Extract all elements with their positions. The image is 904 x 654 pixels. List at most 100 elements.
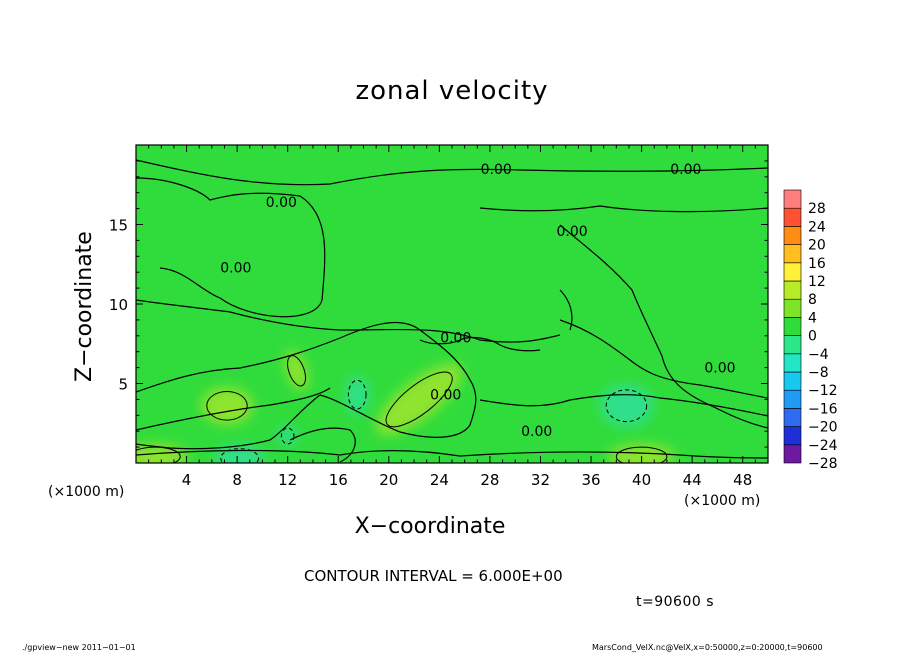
colorbar-label-2: 20 [808,238,826,254]
colorbar-swatch-8 [783,298,802,318]
zero-contour-13 [559,289,573,331]
zero-contour-14 [419,336,541,352]
zero-contour-11 [136,449,768,459]
zero-contour-2 [479,205,768,213]
zero-contour-7 [319,329,477,438]
x-tick-label-8: 36 [581,471,600,489]
negative-contour-5 [605,389,648,423]
x-tick-label-9: 40 [632,471,651,489]
colorbar-swatch-14 [783,189,802,209]
colorbar-label-13: −24 [808,438,838,454]
zero-contour-9 [136,387,331,431]
x-tick-label-3: 16 [329,471,348,489]
x-tick-label-1: 8 [232,471,242,489]
positive-contour-1 [206,390,248,421]
y-axis-label: Z−coordinate [72,231,97,382]
x-tick-label-10: 44 [683,471,702,489]
contour-interval-note: CONTOUR INTERVAL = 6.000E+00 [304,567,563,585]
time-stamp: t=90600 s [636,594,714,610]
colorbar-swatch-6 [783,335,802,355]
zero-contour-3 [559,224,768,429]
colorbar-label-10: −12 [808,383,838,399]
colorbar-label-12: −20 [808,420,838,436]
colorbar-swatch-5 [783,353,802,373]
footer-program: ./gpview−new 2011−01−01 [22,643,136,652]
zero-contour-0 [136,159,768,186]
contour-label-1: 0.00 [670,162,701,178]
x-tick-label-0: 4 [182,471,192,489]
y-tick-label-2: 15 [109,217,128,235]
zero-contour-4 [136,299,561,343]
colorbar-label-9: −8 [808,365,829,381]
negative-contour-8 [280,427,295,445]
colorbar-swatch-4 [783,371,802,391]
contour-label-3: 0.00 [556,224,587,240]
colorbar-label-8: −4 [808,347,829,363]
y-tick-label-0: 5 [118,376,128,394]
field-anomaly-0 [376,363,463,435]
zero-contour-1 [136,177,326,318]
colorbar-swatch-13 [783,207,802,227]
x-axis-label: X−coordinate [354,514,506,539]
contour-label-4: 0.00 [220,260,251,276]
field-anomaly-1 [200,387,254,425]
colorbar-swatch-11 [783,244,802,264]
field-anomaly-5 [600,385,653,427]
contour-label-2: 0.00 [266,195,297,211]
colorbar-swatch-7 [783,317,802,336]
colorbar-label-14: −28 [808,456,838,472]
y-tick-label-1: 10 [109,296,128,314]
x-unit-label-right: (×1000 m) [684,493,761,509]
positive-contour-2 [287,355,306,387]
negative-contour-6 [220,448,260,463]
colorbar-label-11: −16 [808,401,838,417]
contour-label-5: 0.00 [440,330,471,346]
colorbar-swatch-3 [783,389,802,409]
colorbar-label-6: 4 [808,310,817,326]
x-tick-label-2: 12 [278,471,297,489]
x-tick-label-7: 32 [531,471,550,489]
contour-label-8: 0.00 [521,424,552,440]
x-tick-label-6: 28 [480,471,499,489]
contour-labels: 0.00 0.00 0.00 0.00 0.00 0.00 0.00 0.00 0.00 [220,162,735,440]
zero-contour-5 [559,319,768,399]
x-tick-label-4: 20 [379,471,398,489]
footer-source: MarsCond_VelX.nc@VelX,x=0:50000,z=0:2000… [592,643,823,652]
contour-label-6: 0.00 [704,361,735,377]
zero-contour-6 [136,321,421,393]
positive-contour-0 [385,371,453,428]
y-axis: 5 10 15 [109,160,768,448]
colorbar-label-4: 12 [808,274,826,290]
zero-contour-8 [136,394,321,450]
colorbar-swatch-1 [783,426,802,446]
colorbar-label-0: 28 [808,201,826,217]
field-anomaly-7 [345,376,369,414]
x-axis: 4 8 12 16 20 24 28 32 36 40 44 48 [148,145,756,489]
colorbar-label-3: 16 [808,256,826,272]
x-tick-label-11: 48 [733,471,752,489]
x-tick-label-5: 24 [430,471,449,489]
colorbar-label-7: 0 [808,329,817,345]
positive-contour-4 [615,446,668,463]
colorbar-swatch-10 [783,262,802,282]
x-unit-label-left: (×1000 m) [48,484,125,500]
velocity-field [136,145,768,463]
zero-contour-10 [479,394,768,417]
colorbar-swatch-0 [783,444,802,464]
colorbar-swatch-12 [783,226,802,245]
colorbar-label-1: 24 [808,219,826,235]
colorbar-label-5: 8 [808,292,817,308]
zero-contour-lines [136,159,768,463]
contour-label-7: 0.00 [430,388,461,404]
chart-title: zonal velocity [355,76,549,106]
negative-contour-7 [347,379,367,410]
contour-label-0: 0.00 [481,162,512,178]
zero-contour-12 [289,427,356,463]
field-anomaly-6 [215,445,265,463]
positive-contour-3 [136,446,181,463]
colorbar-legend: 28 24 20 16 12 8 4 0 −4 −8 −12 −16 −20 −24 −28 [783,189,838,472]
field-anomaly-2 [284,351,309,391]
field-anomaly-8 [279,425,296,447]
colorbar-swatch-9 [783,280,802,300]
